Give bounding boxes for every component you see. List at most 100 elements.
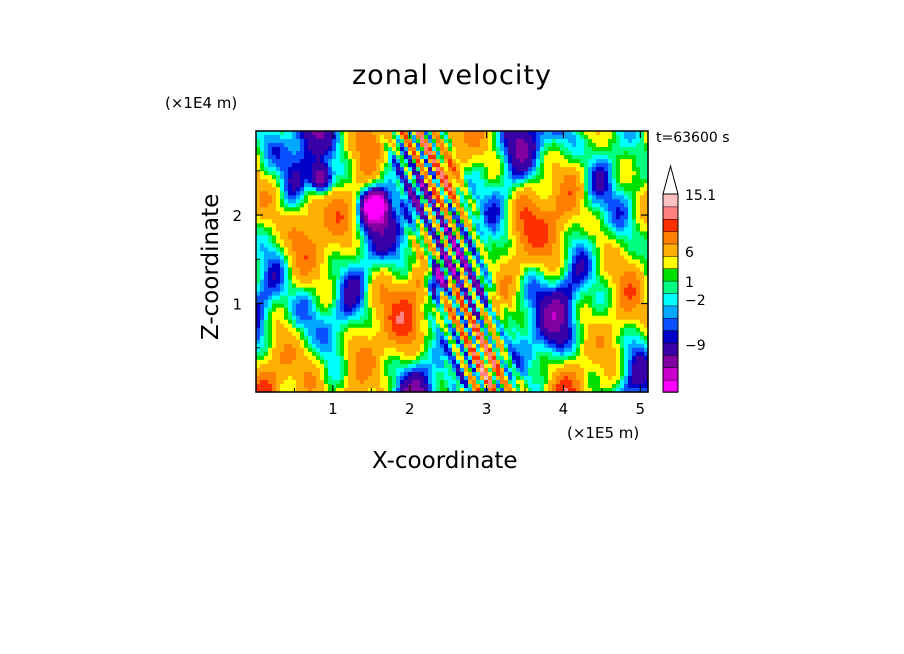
- field-cell: [356, 319, 361, 325]
- field-cell: [440, 231, 445, 236]
- field-cell: [408, 219, 413, 224]
- field-cell: [428, 367, 433, 373]
- field-cell: [452, 147, 457, 152]
- field-cell: [384, 251, 389, 257]
- field-cell: [356, 387, 361, 393]
- field-cell: [412, 207, 417, 212]
- field-cell: [296, 327, 301, 333]
- field-cell: [448, 223, 453, 228]
- field-cell: [292, 303, 297, 309]
- field-cell: [472, 267, 477, 273]
- field-cell: [332, 311, 337, 317]
- field-cell: [304, 383, 309, 389]
- field-cell: [548, 275, 553, 281]
- field-cell: [496, 339, 501, 345]
- field-cell: [364, 355, 369, 361]
- field-cell: [524, 143, 529, 148]
- field-cell: [276, 351, 281, 357]
- field-cell: [464, 151, 469, 156]
- field-cell: [480, 215, 485, 220]
- field-cell: [376, 291, 381, 297]
- field-cell: [360, 387, 365, 393]
- field-cell: [376, 319, 381, 325]
- field-cell: [320, 327, 325, 333]
- field-cell: [480, 279, 485, 285]
- field-cell: [332, 223, 337, 228]
- field-cell: [488, 331, 493, 337]
- field-cell: [536, 371, 541, 377]
- field-cell: [264, 135, 269, 140]
- field-cell: [276, 379, 281, 385]
- field-cell: [280, 247, 285, 253]
- field-cell: [268, 307, 273, 313]
- field-cell: [292, 155, 297, 160]
- field-cell: [536, 207, 541, 212]
- field-cell: [536, 303, 541, 309]
- field-cell: [356, 167, 361, 172]
- field-cell: [300, 259, 305, 265]
- field-cell: [352, 131, 357, 136]
- field-cell: [440, 259, 445, 265]
- field-cell: [280, 375, 285, 381]
- field-cell: [456, 235, 461, 241]
- field-cell: [492, 203, 497, 208]
- field-cell: [420, 215, 425, 220]
- field-cell: [552, 287, 557, 293]
- field-cell: [256, 131, 261, 136]
- field-cell: [324, 195, 329, 200]
- field-cell: [388, 135, 393, 140]
- field-cell: [312, 279, 317, 285]
- field-cell: [352, 291, 357, 297]
- field-cell: [504, 199, 509, 204]
- field-cell: [448, 363, 453, 369]
- field-cell: [292, 319, 297, 325]
- field-cell: [356, 175, 361, 180]
- field-cell: [256, 259, 261, 265]
- field-cell: [388, 359, 393, 365]
- field-cell: [332, 263, 337, 269]
- field-cell: [324, 167, 329, 172]
- field-cell: [276, 207, 281, 212]
- field-cell: [448, 159, 453, 164]
- field-cell: [424, 223, 429, 228]
- field-cell: [488, 287, 493, 293]
- field-cell: [464, 203, 469, 208]
- field-cell: [440, 223, 445, 228]
- field-cell: [420, 287, 425, 293]
- field-cell: [488, 143, 493, 148]
- field-cell: [528, 387, 533, 393]
- field-cell: [384, 375, 389, 381]
- field-cell: [372, 383, 377, 389]
- field-cell: [292, 259, 297, 265]
- field-cell: [264, 295, 269, 301]
- field-cell: [468, 339, 473, 345]
- field-cell: [436, 271, 441, 277]
- field-cell: [368, 143, 373, 148]
- field-cell: [448, 295, 453, 301]
- field-cell: [452, 379, 457, 385]
- field-cell: [400, 227, 405, 232]
- field-cell: [528, 223, 533, 228]
- field-cell: [384, 171, 389, 176]
- field-cell: [368, 379, 373, 385]
- field-cell: [436, 179, 441, 184]
- field-cell: [444, 163, 449, 168]
- field-cell: [368, 375, 373, 381]
- field-cell: [416, 207, 421, 212]
- field-cell: [520, 359, 525, 365]
- field-cell: [284, 299, 289, 305]
- field-cell: [256, 183, 261, 188]
- field-cell: [476, 303, 481, 309]
- field-cell: [280, 187, 285, 192]
- field-cell: [508, 163, 513, 168]
- field-cell: [472, 287, 477, 293]
- field-cell: [448, 199, 453, 204]
- field-cell: [444, 255, 449, 261]
- field-cell: [524, 259, 529, 265]
- field-cell: [520, 183, 525, 188]
- field-cell: [356, 131, 361, 136]
- field-cell: [420, 383, 425, 389]
- field-cell: [272, 255, 277, 261]
- field-cell: [380, 163, 385, 168]
- field-cell: [428, 183, 433, 188]
